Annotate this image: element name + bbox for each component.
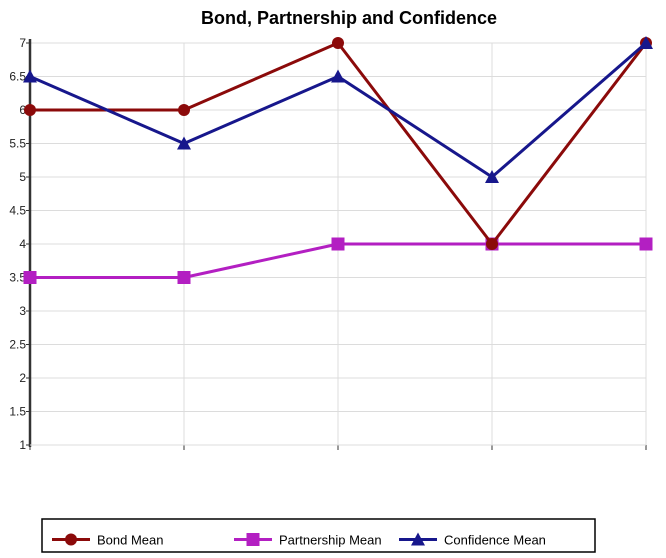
bond-mean-point: [24, 104, 36, 116]
legend-box: [41, 518, 596, 553]
y-tick-label: 3.5: [9, 271, 26, 285]
confidence-mean-point: [331, 69, 345, 83]
partnership-mean-point: [177, 271, 191, 284]
legend-marker-confidence-mean: [411, 532, 425, 546]
y-tick-label: 1.5: [9, 405, 26, 419]
series-layer: [23, 36, 653, 284]
confidence-mean-point: [23, 69, 37, 83]
y-tick-label: 3: [19, 304, 26, 318]
y-tick-label: 2.5: [9, 338, 26, 352]
legend-label-bond-mean: Bond Mean: [97, 533, 164, 548]
partnership-mean-point: [639, 237, 653, 251]
y-tick-label: 7: [19, 36, 26, 50]
y-tick-label: 2: [19, 371, 26, 385]
legend-label-confidence-mean: Confidence Mean: [444, 533, 546, 548]
bond-mean-point: [178, 104, 190, 116]
confidence-mean-point: [485, 170, 499, 183]
legend-marker-partnership-mean: [246, 533, 260, 546]
legend-label-partnership-mean: Partnership Mean: [279, 533, 382, 548]
legend-marker-bond-mean: [65, 533, 77, 546]
partnership-mean-point: [23, 271, 37, 284]
y-tick-label: 4.5: [9, 204, 26, 218]
y-tick-label: 6: [19, 103, 26, 117]
legend: Bond Mean Partnership Mean Confidence Mean: [41, 518, 596, 553]
bond-mean-point: [486, 238, 498, 250]
y-tick-label: 4: [19, 237, 26, 251]
confidence-mean-point: [177, 136, 191, 150]
confidence-mean-point: [639, 36, 653, 49]
y-tick-label: 6.5: [9, 70, 26, 84]
y-tick-label: 5.5: [9, 137, 26, 151]
chart-title: Bond, Partnership and Confidence: [201, 8, 497, 28]
bond-mean-point: [332, 37, 344, 49]
y-tick-label: 1: [19, 438, 26, 452]
y-tick-label: 5: [19, 170, 26, 184]
partnership-mean-point: [331, 237, 345, 251]
